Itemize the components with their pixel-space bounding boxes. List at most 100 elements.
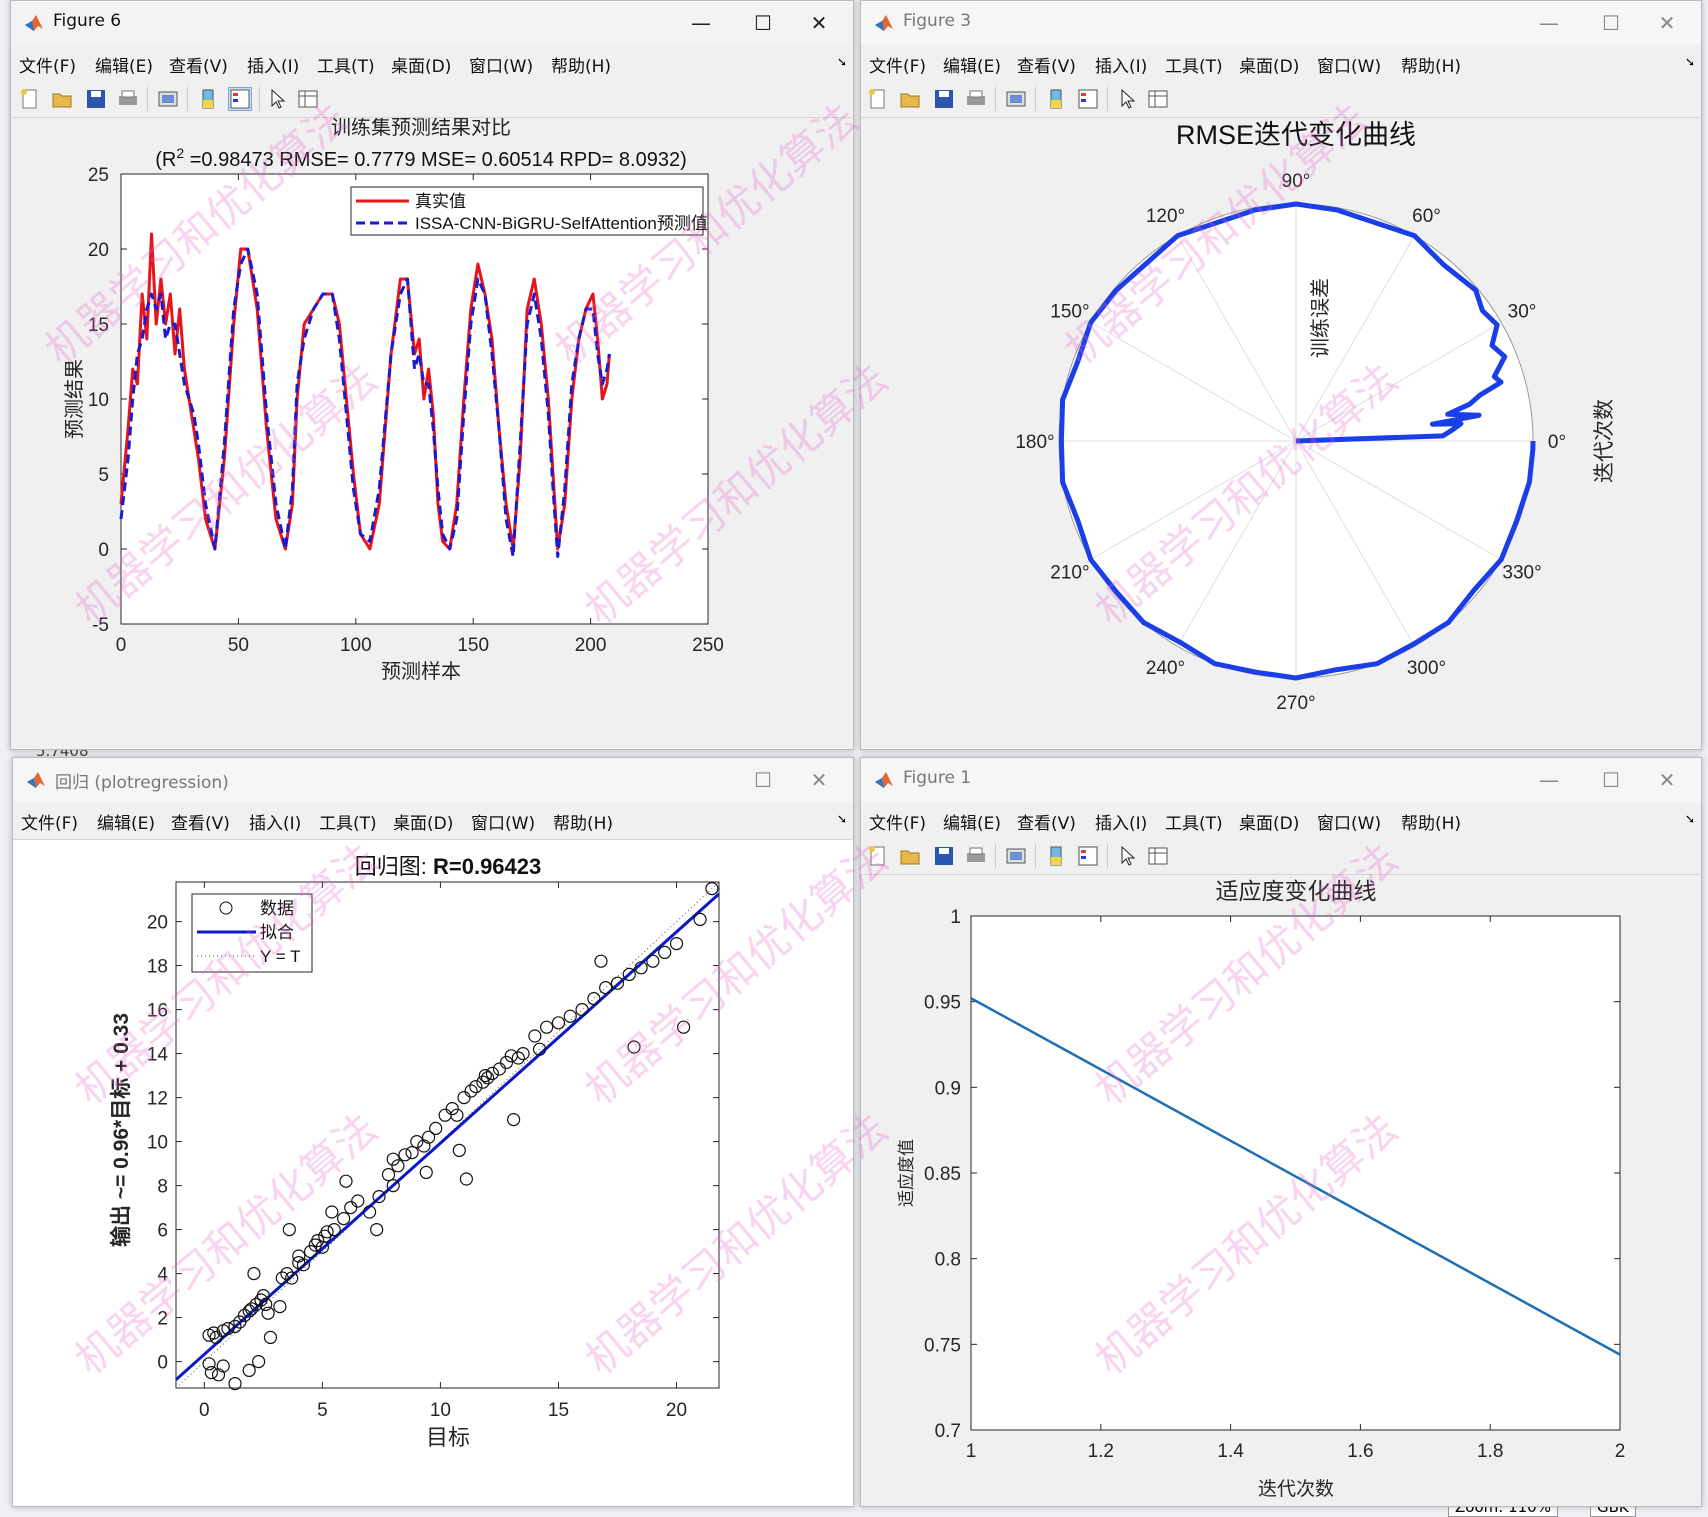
- menu-tools[interactable]: 工具(T): [1165, 814, 1223, 834]
- menu-desktop[interactable]: 桌面(D): [1239, 57, 1300, 77]
- maximize-button[interactable]: ☐: [754, 11, 772, 35]
- link-plot-icon[interactable]: [1005, 88, 1027, 110]
- pointer-icon[interactable]: [267, 88, 289, 110]
- legend-icon[interactable]: [1077, 845, 1099, 867]
- minimize-button[interactable]: —: [1539, 768, 1559, 792]
- close-button[interactable]: ✕: [810, 768, 828, 792]
- colorbar-icon[interactable]: [1045, 88, 1067, 110]
- data-point: [362, 1205, 377, 1219]
- figure3-polar-plot[interactable]: RMSE迭代变化曲线 0° 30° 60° 90° 120° 150° 180° 210° 240…: [861, 118, 1701, 748]
- link-plot-icon[interactable]: [1005, 845, 1027, 867]
- menu-file[interactable]: 文件(F): [869, 814, 927, 834]
- title-bar[interactable]: Figure 1 — ☐ ✕: [861, 758, 1701, 802]
- pointer-icon[interactable]: [1117, 845, 1139, 867]
- close-button[interactable]: ✕: [810, 11, 828, 35]
- new-file-icon[interactable]: [19, 88, 41, 110]
- title-bar[interactable]: Figure 3 — ☐ ✕: [861, 1, 1701, 45]
- property-inspector-icon[interactable]: [1147, 845, 1169, 867]
- y-axis-label: 输出 ~= 0.96*目标 + 0.33: [109, 1013, 133, 1247]
- figure6-plot[interactable]: 0 50 100 150 200 250 -5 0 5 10 15 20 25 训练集预测结果对比 (R2 …: [11, 116, 853, 748]
- title-bar[interactable]: 回归 (plotregression) ☐ ✕: [13, 758, 853, 802]
- open-folder-icon[interactable]: [51, 88, 73, 110]
- property-inspector-icon[interactable]: [1147, 88, 1169, 110]
- save-icon[interactable]: [85, 88, 107, 110]
- print-icon[interactable]: [965, 88, 987, 110]
- colorbar-icon[interactable]: [1045, 845, 1067, 867]
- legend-icon[interactable]: [228, 87, 252, 111]
- data-point: [381, 1168, 396, 1182]
- y-tick-label: 0.85: [924, 1164, 961, 1185]
- menu-help[interactable]: 帮助(H): [551, 57, 612, 77]
- menu-view[interactable]: 查看(V): [169, 57, 228, 77]
- menu-window[interactable]: 窗口(W): [469, 57, 534, 77]
- angle-label: 180°: [1015, 432, 1054, 453]
- chart-title: 训练集预测结果对比: [331, 118, 511, 139]
- x-tick-label: 20: [666, 1400, 687, 1421]
- property-inspector-icon[interactable]: [297, 88, 319, 110]
- data-point: [528, 1029, 542, 1043]
- menu-window[interactable]: 窗口(W): [1317, 57, 1382, 77]
- title-bar[interactable]: Figure 6 — ☐ ✕: [11, 1, 853, 45]
- maximize-button[interactable]: ☐: [1602, 768, 1620, 792]
- save-icon[interactable]: [933, 88, 955, 110]
- toolbar-collapse-icon[interactable]: ➘: [836, 812, 847, 826]
- menu-view[interactable]: 查看(V): [1017, 57, 1076, 77]
- new-file-icon[interactable]: [867, 88, 889, 110]
- menu-help[interactable]: 帮助(H): [1401, 814, 1462, 834]
- print-icon[interactable]: [965, 845, 987, 867]
- minimize-button[interactable]: —: [1539, 11, 1559, 35]
- regression-plot[interactable]: 回归图: R=0.96423 0 5 10 15 20 0 2 4 6 8 10 12 14 16 18 20 目…: [13, 840, 853, 1506]
- data-point: [261, 1306, 275, 1320]
- maximize-button[interactable]: ☐: [754, 768, 772, 792]
- toolbar-collapse-icon[interactable]: ➘: [836, 55, 847, 69]
- data-point: [410, 1135, 424, 1149]
- radial-axis-label: 训练误差: [1309, 278, 1332, 358]
- menu-file[interactable]: 文件(F): [21, 814, 79, 834]
- menu-desktop[interactable]: 桌面(D): [391, 57, 452, 77]
- colorbar-icon[interactable]: [197, 88, 219, 110]
- minimize-button[interactable]: —: [691, 11, 711, 35]
- link-plot-icon[interactable]: [157, 88, 179, 110]
- data-point: [221, 1322, 235, 1336]
- menu-window[interactable]: 窗口(W): [1317, 814, 1382, 834]
- menu-help[interactable]: 帮助(H): [553, 814, 614, 834]
- menu-edit[interactable]: 编辑(E): [97, 814, 156, 834]
- menu-desktop[interactable]: 桌面(D): [393, 814, 454, 834]
- figure1-plot[interactable]: 适应度变化曲线 1 1.2 1.4 1.6 1.8 2 0.7 0.75 0.8 0.85 0.9 0.…: [861, 875, 1701, 1505]
- menu-tools[interactable]: 工具(T): [317, 57, 375, 77]
- print-icon[interactable]: [117, 88, 139, 110]
- menu-insert[interactable]: 插入(I): [249, 814, 302, 834]
- menu-edit[interactable]: 编辑(E): [943, 814, 1002, 834]
- data-point: [280, 1267, 294, 1281]
- menu-file[interactable]: 文件(F): [869, 57, 927, 77]
- maximize-button[interactable]: ☐: [1602, 11, 1620, 35]
- open-folder-icon[interactable]: [899, 88, 921, 110]
- new-file-icon[interactable]: [867, 845, 889, 867]
- menu-tools[interactable]: 工具(T): [1165, 57, 1223, 77]
- data-point: [492, 1062, 507, 1076]
- menu-window[interactable]: 窗口(W): [471, 814, 536, 834]
- chart-subtitle: (R2 =0.98473 RMSE= 0.7779 MSE= 0.60514 R…: [155, 145, 686, 171]
- toolbar-collapse-icon[interactable]: ➘: [1684, 55, 1695, 69]
- close-button[interactable]: ✕: [1658, 11, 1676, 35]
- menu-desktop[interactable]: 桌面(D): [1239, 814, 1300, 834]
- menu-insert[interactable]: 插入(I): [247, 57, 300, 77]
- menu-insert[interactable]: 插入(I): [1095, 814, 1148, 834]
- y-tick-label: 10: [88, 390, 109, 411]
- menu-file[interactable]: 文件(F): [19, 57, 77, 77]
- menu-view[interactable]: 查看(V): [1017, 814, 1076, 834]
- menu-edit[interactable]: 编辑(E): [95, 57, 154, 77]
- pointer-icon[interactable]: [1117, 88, 1139, 110]
- menu-edit[interactable]: 编辑(E): [943, 57, 1002, 77]
- menu-insert[interactable]: 插入(I): [1095, 57, 1148, 77]
- data-point: [256, 1289, 270, 1303]
- save-icon[interactable]: [933, 845, 955, 867]
- close-button[interactable]: ✕: [1658, 768, 1676, 792]
- legend-icon[interactable]: [1077, 88, 1099, 110]
- menu-help[interactable]: 帮助(H): [1401, 57, 1462, 77]
- toolbar-collapse-icon[interactable]: ➘: [1684, 812, 1695, 826]
- open-folder-icon[interactable]: [899, 845, 921, 867]
- menu-tools[interactable]: 工具(T): [319, 814, 377, 834]
- y-tick-label: 0.7: [935, 1421, 961, 1442]
- menu-view[interactable]: 查看(V): [171, 814, 230, 834]
